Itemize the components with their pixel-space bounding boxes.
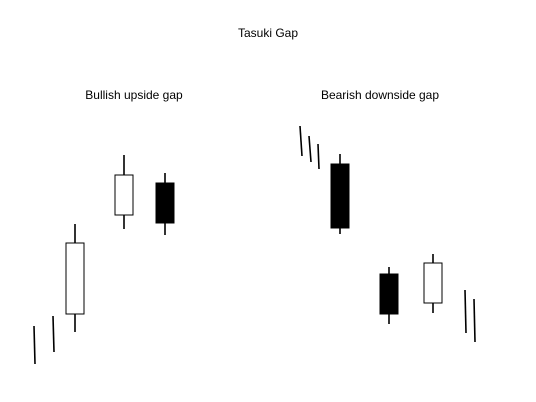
candle-body xyxy=(114,174,134,216)
bearish-panel xyxy=(299,125,476,343)
trend-line-mark xyxy=(33,325,36,365)
bullish-panel-label: Bullish upside gap xyxy=(85,88,183,102)
trend-line-mark xyxy=(52,315,55,353)
white-candle xyxy=(423,254,443,313)
trend-line-mark xyxy=(317,143,320,170)
bearish-panel-label: Bearish downside gap xyxy=(320,88,440,102)
diagram-title: Tasuki Gap xyxy=(237,26,299,40)
black-candle xyxy=(155,173,175,235)
candle-body xyxy=(379,273,399,315)
trend-line-mark xyxy=(473,298,476,343)
candle-body xyxy=(65,242,85,315)
candle-body xyxy=(423,262,443,304)
white-candle xyxy=(114,155,134,229)
trend-line-mark xyxy=(308,135,312,163)
black-candle xyxy=(330,154,350,234)
candle-body xyxy=(155,182,175,224)
trend-line-mark xyxy=(464,289,467,334)
bullish-panel xyxy=(33,155,175,365)
candle-body xyxy=(330,163,350,229)
white-candle xyxy=(65,224,85,332)
trend-line-mark xyxy=(299,125,303,157)
black-candle xyxy=(379,267,399,324)
